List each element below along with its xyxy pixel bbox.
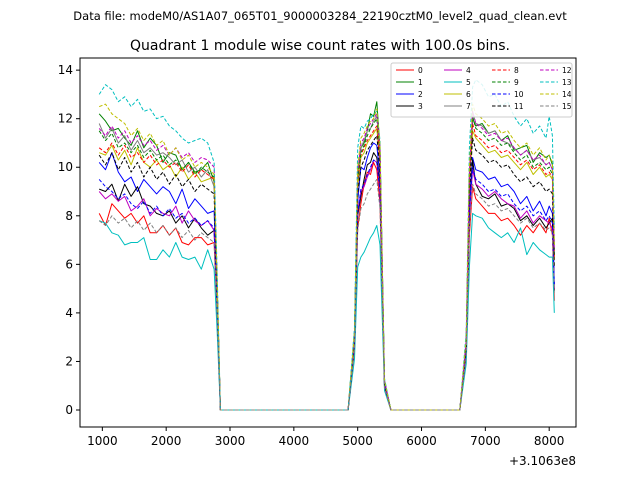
legend-label-2: 2 [418,90,423,99]
legend-label-9: 9 [514,78,519,87]
legend-label-3: 3 [418,102,423,111]
x-tick-label-6000: 6000 [406,434,437,448]
legend-label-14: 14 [562,90,572,99]
legend-label-10: 10 [514,90,524,99]
legend-frame [390,62,573,118]
y-tick-label-2: 2 [65,354,73,368]
legend-item-7: 7 [444,102,471,111]
figure-suptitle: Data file: modeM0/AS1A07_065T01_90000032… [73,9,567,23]
legend-item-12: 12 [540,66,572,75]
series-line-2 [98,142,555,411]
series-line-9 [98,115,555,411]
legend-label-8: 8 [514,66,519,75]
legend-label-12: 12 [562,66,572,75]
legend-item-9: 9 [492,78,519,87]
series-line-11 [98,135,555,411]
x-tick-label-4000: 4000 [279,434,310,448]
series-line-0 [98,161,555,411]
legend-item-10: 10 [492,90,524,99]
series-line-10 [98,159,555,411]
y-tick-label-4: 4 [65,306,73,320]
x-tick-label-3000: 3000 [215,434,246,448]
legend-item-1: 1 [396,78,423,87]
axis-layer: 1000 2000 3000 4000 5000 6000 7000 800002468101… [58,63,565,448]
series-line-7 [98,110,555,411]
x-tick-label-2000: 2000 [151,434,182,448]
series-layer [98,79,555,411]
legend-label-11: 11 [514,102,524,111]
y-tick-label-10: 10 [58,160,73,174]
x-tick-label-8000: 8000 [534,434,565,448]
legend-item-2: 2 [396,90,423,99]
legend-label-0: 0 [418,66,423,75]
series-line-5 [99,212,555,411]
legend-item-8: 8 [492,66,519,75]
series-line-13 [98,79,555,411]
legend-label-15: 15 [562,102,572,111]
legend-item-11: 11 [492,102,524,111]
y-tick-label-12: 12 [58,112,73,126]
legend-item-13: 13 [540,78,572,87]
legend-item-0: 0 [396,66,423,75]
y-tick-label-0: 0 [65,403,73,417]
y-tick-label-14: 14 [58,63,73,77]
x-tick-label-7000: 7000 [470,434,501,448]
chart-title: Quadrant 1 module wise count rates with … [130,38,510,54]
legend-item-15: 15 [540,102,572,111]
legend-label-6: 6 [466,90,471,99]
series-line-14 [99,103,555,411]
x-tick-label-5000: 5000 [342,434,373,448]
legend-label-1: 1 [418,78,423,87]
x-tick-label-1000: 1000 [87,434,118,448]
series-line-1 [98,101,555,411]
x-offset-label: +3.1063e8 [509,454,576,468]
series-line-8 [98,123,555,411]
legend-label-7: 7 [466,102,471,111]
series-line-12 [98,110,555,411]
legend-item-5: 5 [444,78,471,87]
axes-frame [79,57,577,428]
series-line-4 [98,159,555,411]
y-tick-label-8: 8 [65,209,73,223]
y-tick-label-6: 6 [65,257,73,271]
legend-item-4: 4 [444,66,471,75]
legend-item-6: 6 [444,90,471,99]
legend-item-3: 3 [396,102,423,111]
legend-label-13: 13 [562,78,572,87]
legend-item-14: 14 [540,90,572,99]
legend-label-5: 5 [466,78,471,87]
series-line-15 [98,178,555,411]
legend-label-4: 4 [466,66,471,75]
